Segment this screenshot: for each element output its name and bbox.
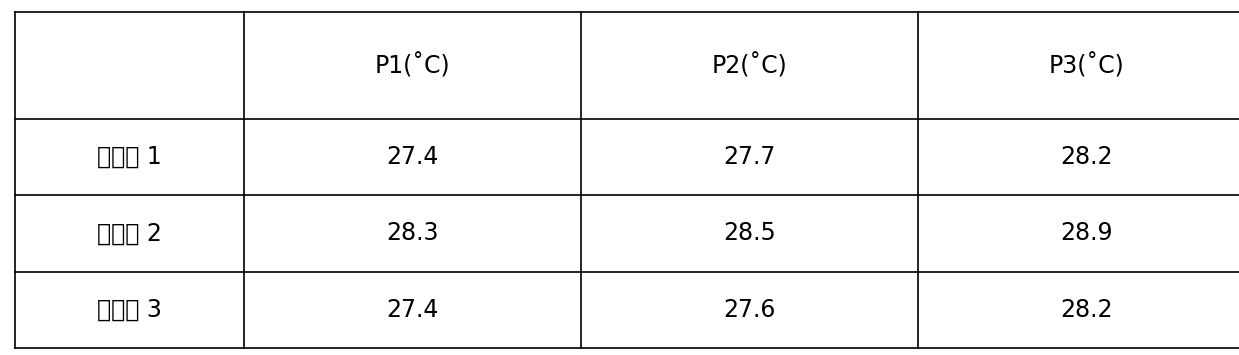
Text: P2(˚C): P2(˚C) (711, 53, 788, 78)
Text: 28.2: 28.2 (1061, 298, 1113, 322)
Text: 27.7: 27.7 (724, 145, 776, 169)
Text: 27.6: 27.6 (724, 298, 776, 322)
Text: 实施例 1: 实施例 1 (97, 145, 162, 169)
Text: 28.2: 28.2 (1061, 145, 1113, 169)
Text: 实施例 2: 实施例 2 (97, 222, 162, 245)
Text: 27.4: 27.4 (387, 145, 439, 169)
Text: 28.9: 28.9 (1061, 222, 1113, 245)
Text: P1(˚C): P1(˚C) (374, 53, 451, 78)
Text: 实施例 3: 实施例 3 (97, 298, 162, 322)
Text: P3(˚C): P3(˚C) (1048, 53, 1125, 78)
Text: 28.5: 28.5 (724, 222, 776, 245)
Text: 28.3: 28.3 (387, 222, 439, 245)
Text: 27.4: 27.4 (387, 298, 439, 322)
